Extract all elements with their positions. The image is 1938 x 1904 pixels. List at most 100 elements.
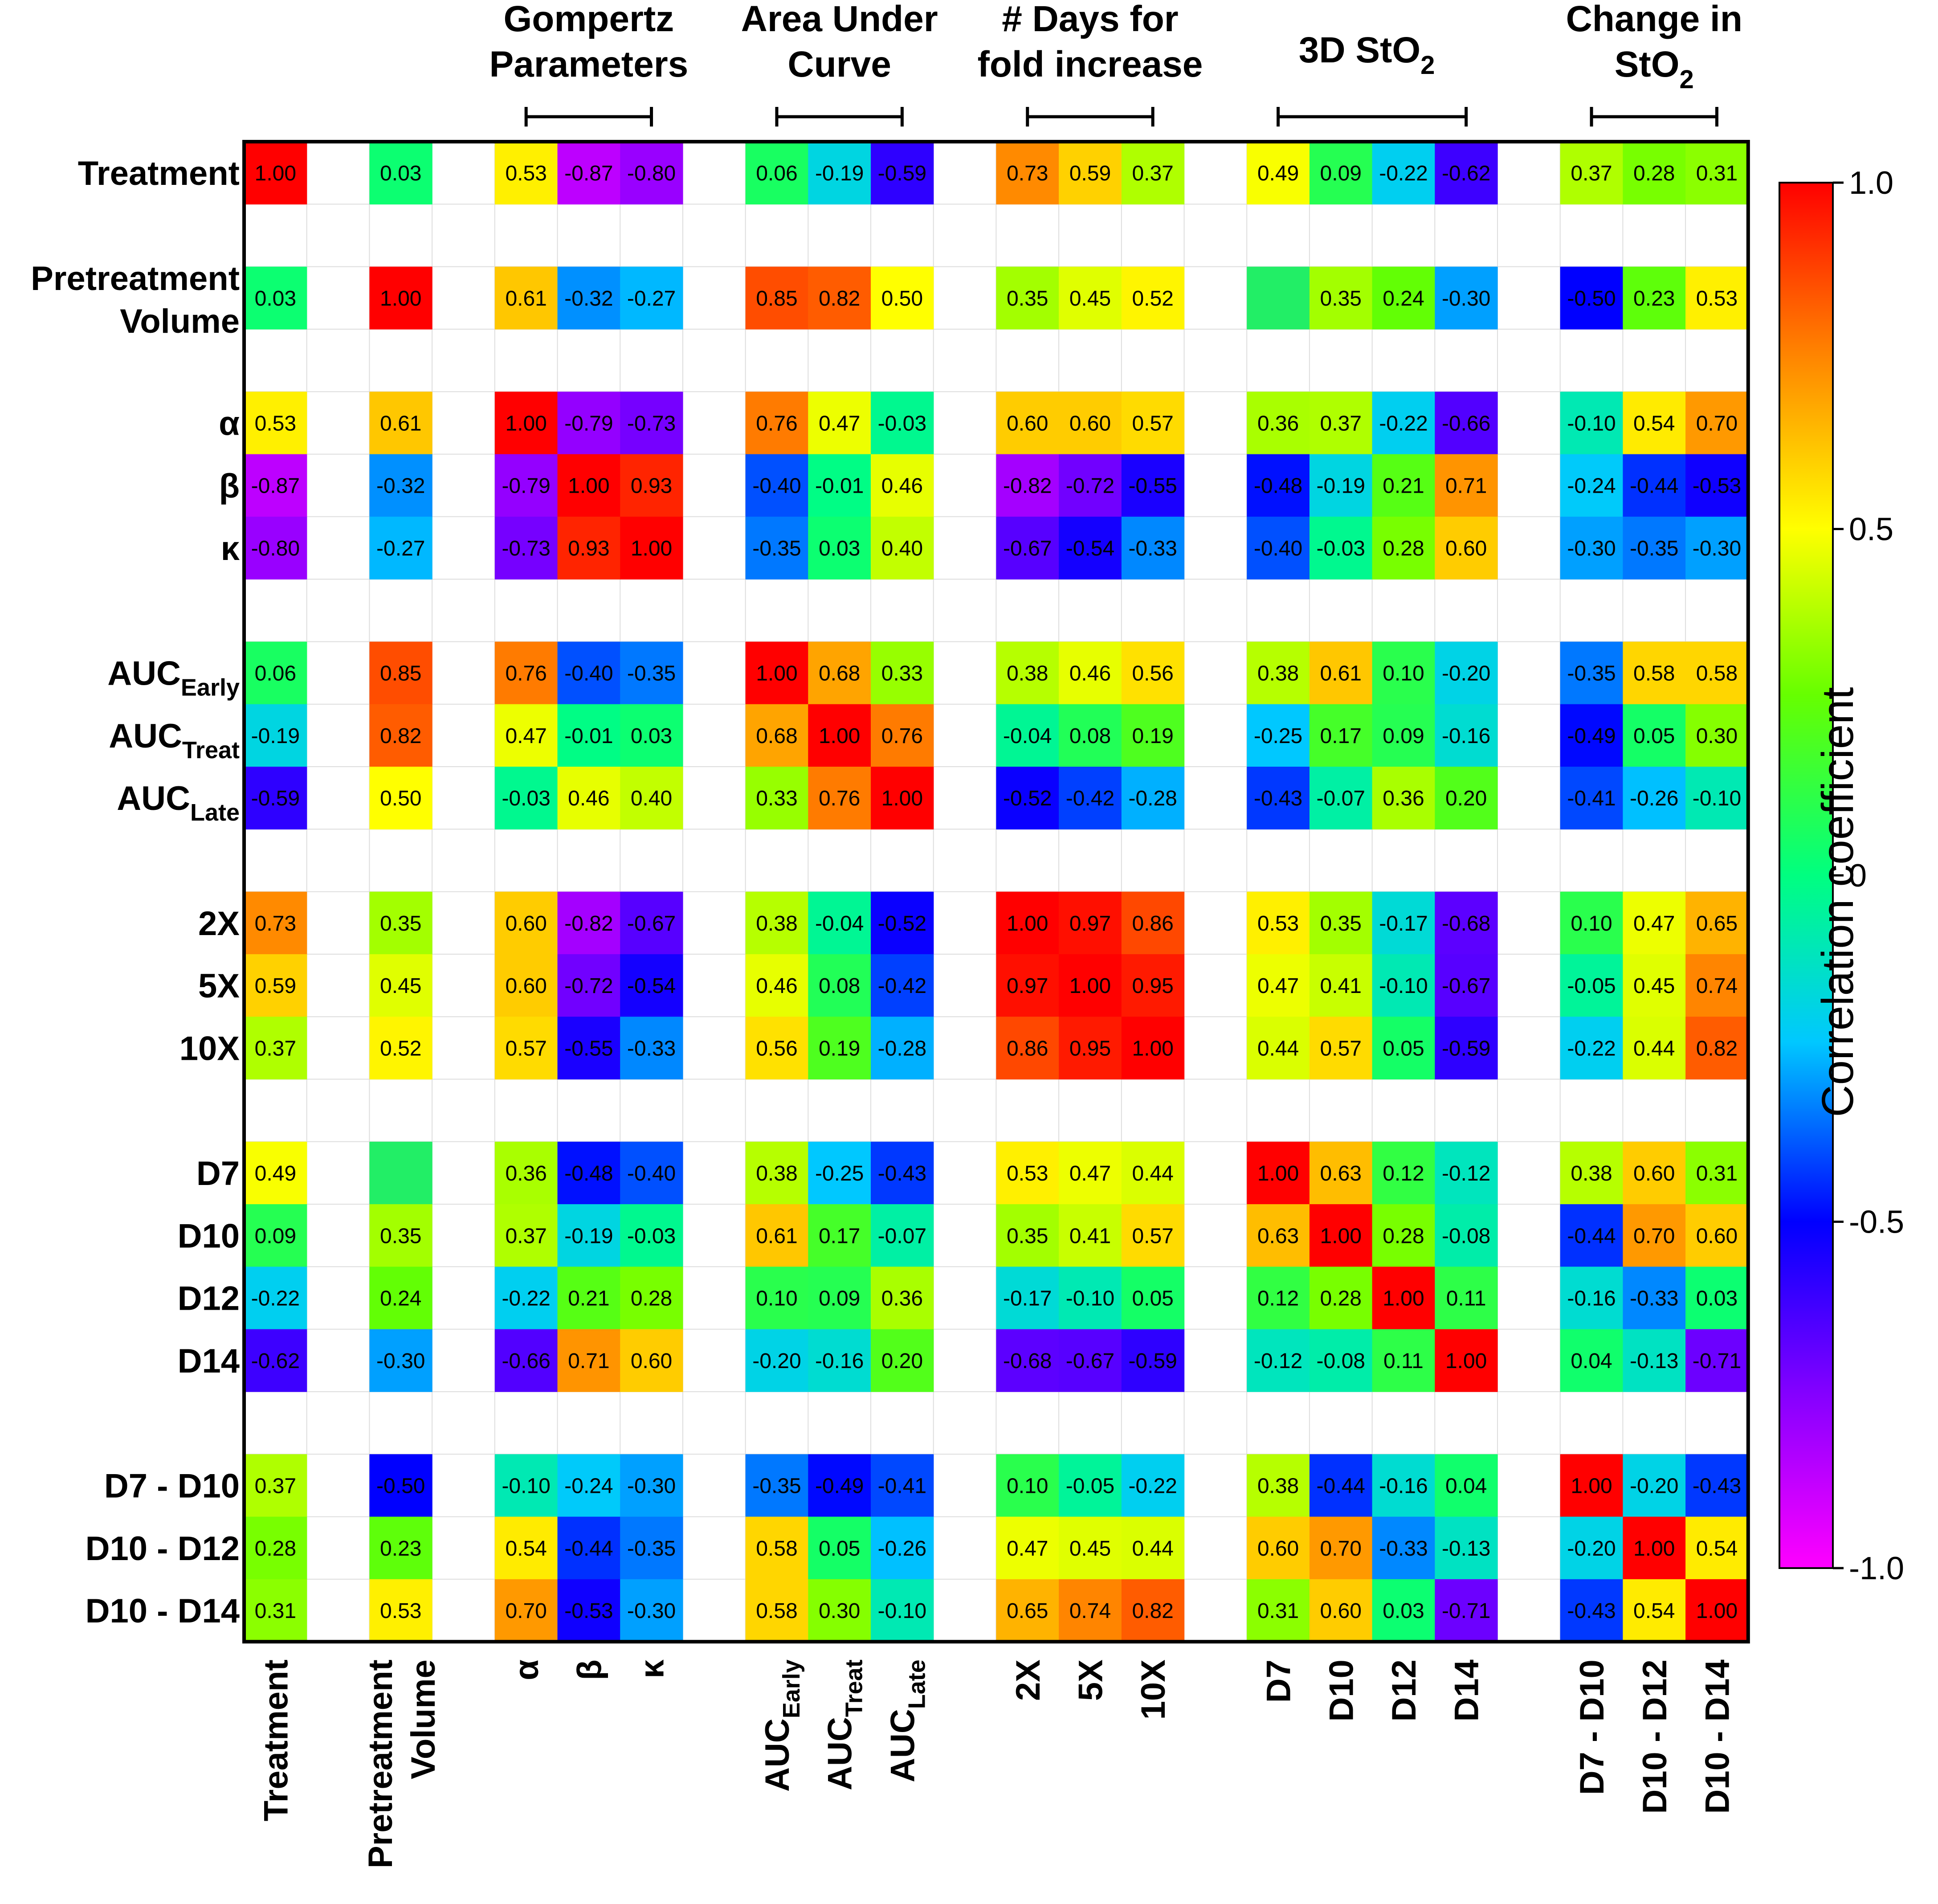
heatmap-cell: [808, 954, 871, 1017]
cell-value: -0.25: [815, 1162, 864, 1185]
cell-value: 0.44: [1132, 1162, 1173, 1185]
heatmap-cell: [1435, 392, 1498, 455]
heatmap-cell: [871, 142, 934, 204]
cell-value: 0.47: [1007, 1537, 1048, 1561]
cell-value: -0.50: [1567, 287, 1616, 311]
cell-value: -0.24: [564, 1474, 613, 1498]
heatmap-cell: [1121, 1329, 1185, 1392]
heatmap-cell: [494, 266, 558, 330]
heatmap-cell: [745, 767, 808, 829]
cell-value: 0.57: [1320, 1037, 1362, 1060]
heatmap-cell: [244, 454, 307, 517]
cell-value: 0.04: [1445, 1474, 1487, 1498]
cell-value: 0.45: [1633, 974, 1675, 998]
cell-value: -0.67: [1066, 1349, 1114, 1373]
heatmap-cell: [494, 767, 558, 829]
heatmap-cell: [557, 516, 620, 580]
cell-value: -0.59: [878, 162, 926, 185]
heatmap-cell: [1247, 516, 1310, 580]
cell-value: 0.58: [756, 1537, 797, 1561]
heatmap-cell: [620, 142, 683, 204]
heatmap-cell: [1121, 767, 1185, 829]
cell-value: 1.00: [1069, 974, 1111, 998]
cell-value: -0.44: [1567, 1224, 1616, 1248]
cell-value: -0.72: [1066, 474, 1114, 498]
cell-value: -0.22: [1567, 1037, 1616, 1060]
heatmap-cell: [1685, 392, 1749, 455]
row-label: Pretreatment Volume: [31, 260, 240, 340]
cell-value: -0.43: [1693, 1474, 1741, 1498]
heatmap-cell: [620, 954, 683, 1017]
heatmap-cell: [996, 454, 1059, 517]
cell-value: 0.70: [1320, 1537, 1362, 1561]
cell-value: 0.68: [819, 662, 860, 686]
heatmap-cell: [1121, 454, 1185, 517]
heatmap-cell: [244, 1516, 307, 1580]
cell-value: -0.33: [627, 1037, 676, 1060]
cell-value: 0.57: [505, 1037, 547, 1060]
group-title: Gompertz Parameters: [489, 0, 688, 85]
heatmap-cell: [620, 1017, 683, 1080]
heatmap-cell: [871, 392, 934, 455]
cell-value: 0.86: [1007, 1037, 1048, 1060]
cell-value: -0.22: [1128, 1474, 1177, 1498]
heatmap-cell: [1685, 266, 1749, 330]
heatmap-cell: [494, 454, 558, 517]
cell-value: 1.00: [255, 162, 296, 185]
heatmap-cell: [871, 454, 934, 517]
heatmap-cell: [369, 142, 432, 204]
cell-value: -0.32: [376, 474, 425, 498]
cell-value: -0.48: [1254, 474, 1302, 498]
cell-value: 0.97: [1007, 974, 1048, 998]
cell-value: 0.60: [1445, 537, 1487, 560]
cell-value: 0.68: [756, 724, 797, 748]
cell-value: 1.00: [756, 662, 797, 686]
heatmap-cell: [1560, 454, 1623, 517]
cell-value: 0.10: [1007, 1474, 1048, 1498]
heatmap-cell: [1059, 1267, 1122, 1330]
cell-value: 0.24: [1383, 287, 1424, 311]
cell-value: 0.03: [255, 287, 296, 311]
heatmap-cell: [244, 1204, 307, 1267]
heatmap-cell: [1685, 454, 1749, 517]
row-label: AUCEarly: [107, 655, 240, 701]
heatmap-cell: [244, 1579, 307, 1642]
heatmap-cell: [996, 1017, 1059, 1080]
cell-value: 0.54: [1633, 1599, 1675, 1623]
cell-value: -0.41: [878, 1474, 926, 1498]
heatmap-cell: [1247, 1204, 1310, 1267]
heatmap-cell: [1623, 266, 1686, 330]
heatmap-cell: [1372, 1267, 1435, 1330]
heatmap-cell: [808, 704, 871, 767]
heatmap-cell: [494, 641, 558, 705]
column-label: D10 - D12: [1636, 1659, 1674, 1814]
heatmap-cell: [745, 1267, 808, 1330]
heatmap-cell: [369, 266, 432, 330]
cell-value: 0.19: [1132, 724, 1173, 748]
heatmap-cell: [871, 1017, 934, 1080]
cell-value: 0.53: [1696, 287, 1738, 311]
heatmap-cell: [494, 1329, 558, 1392]
heatmap-cell: [996, 1516, 1059, 1580]
row-label: Treatment: [78, 155, 240, 192]
cell-value: -0.19: [1317, 474, 1365, 498]
cell-value: 0.31: [255, 1599, 296, 1623]
colorbar-tick-label: 0.5: [1849, 512, 1893, 548]
cell-value: -0.52: [878, 912, 926, 936]
heatmap-cell: [996, 142, 1059, 204]
heatmap-cell: [871, 1516, 934, 1580]
cell-value: 0.53: [255, 412, 296, 435]
cell-value: -0.40: [1254, 537, 1302, 560]
heatmap-cell: [1309, 1454, 1373, 1517]
heatmap-cell: [1059, 1329, 1122, 1392]
heatmap-cell: [244, 767, 307, 829]
cell-value: 0.31: [1696, 162, 1738, 185]
cell-value: 0.47: [505, 724, 547, 748]
heatmap-cell: [1685, 142, 1749, 204]
cell-value: -0.62: [251, 1349, 300, 1373]
cell-value: -0.16: [815, 1349, 864, 1373]
cell-value: 0.38: [756, 1162, 797, 1185]
heatmap-cell: [1309, 516, 1373, 580]
heatmap-cell: [1623, 1141, 1686, 1205]
cell-value: 0.09: [255, 1224, 296, 1248]
